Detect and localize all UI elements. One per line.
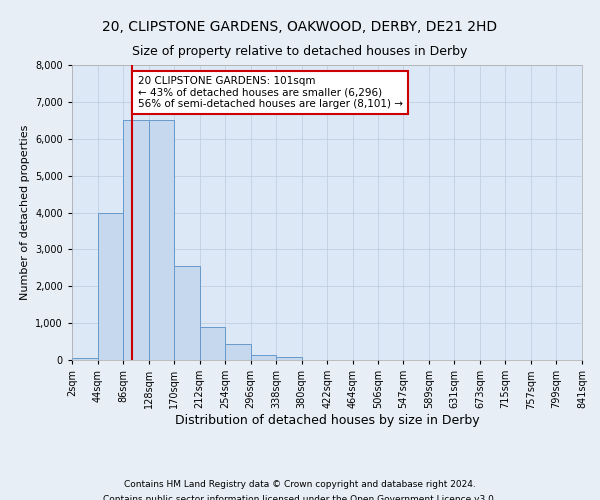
Bar bbox=[251, 355, 276, 360]
Text: Contains public sector information licensed under the Open Government Licence v3: Contains public sector information licen… bbox=[103, 495, 497, 500]
Bar bbox=[276, 356, 302, 360]
Text: Size of property relative to detached houses in Derby: Size of property relative to detached ho… bbox=[133, 45, 467, 58]
Bar bbox=[72, 358, 98, 360]
Bar bbox=[200, 327, 225, 360]
Bar bbox=[98, 212, 123, 360]
X-axis label: Distribution of detached houses by size in Derby: Distribution of detached houses by size … bbox=[175, 414, 479, 427]
Bar bbox=[225, 344, 251, 360]
Text: Contains HM Land Registry data © Crown copyright and database right 2024.: Contains HM Land Registry data © Crown c… bbox=[124, 480, 476, 489]
Bar bbox=[123, 120, 149, 360]
Bar bbox=[149, 120, 174, 360]
Y-axis label: Number of detached properties: Number of detached properties bbox=[20, 125, 29, 300]
Bar bbox=[174, 266, 200, 360]
Text: 20, CLIPSTONE GARDENS, OAKWOOD, DERBY, DE21 2HD: 20, CLIPSTONE GARDENS, OAKWOOD, DERBY, D… bbox=[103, 20, 497, 34]
Text: 20 CLIPSTONE GARDENS: 101sqm
← 43% of detached houses are smaller (6,296)
56% of: 20 CLIPSTONE GARDENS: 101sqm ← 43% of de… bbox=[137, 76, 403, 110]
